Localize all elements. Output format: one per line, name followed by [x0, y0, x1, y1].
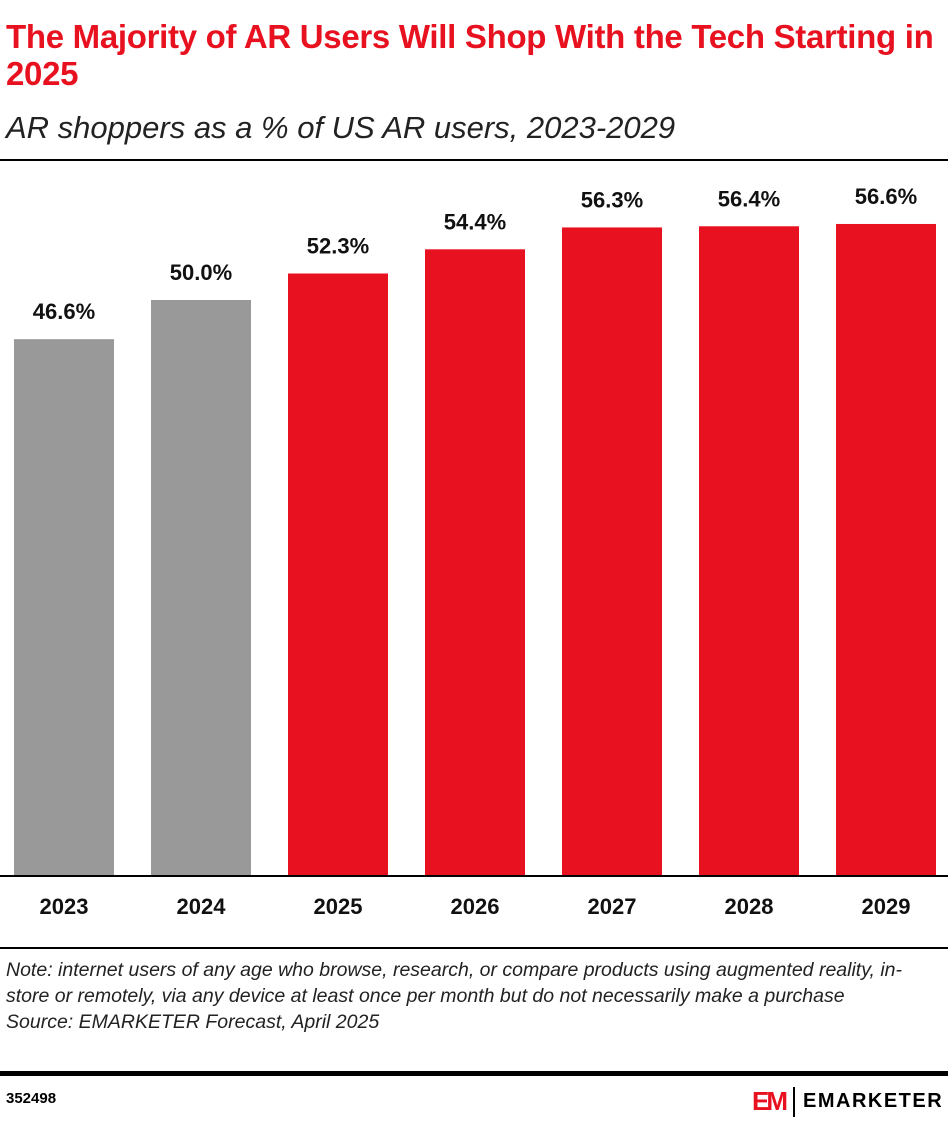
data-label: 54.4%	[444, 209, 506, 234]
chart-id: 352498	[6, 1090, 57, 1107]
source-text: Source: EMARKETER Forecast, April 2025	[6, 1011, 380, 1033]
data-label: 56.3%	[581, 187, 643, 212]
x-tick-label: 2029	[862, 894, 911, 919]
data-label: 56.4%	[718, 186, 780, 211]
bar-2027	[562, 227, 662, 876]
bar-2024	[151, 300, 251, 876]
chart-title: The Majority of AR Users Will Shop With …	[6, 18, 934, 92]
data-label: 46.6%	[33, 299, 95, 324]
x-tick-label: 2028	[725, 894, 774, 919]
bar-2026	[425, 249, 525, 876]
bar-chart: 46.6% 2023 50.0% 2024 52.3% 2025 54.4% 2026 56.3…	[0, 184, 948, 919]
x-tick-label: 2027	[588, 894, 637, 919]
logo-brand: EMARKETER	[803, 1090, 944, 1112]
x-tick-label: 2024	[177, 894, 227, 919]
note-divider	[0, 947, 948, 949]
bar-2025	[288, 273, 388, 876]
bar-2029	[836, 223, 936, 876]
x-tick-label: 2025	[314, 894, 363, 919]
note-text: Note: internet users of any age who brow…	[6, 959, 903, 1007]
top-divider	[0, 159, 948, 161]
logo-mark: EM	[752, 1086, 788, 1116]
x-tick-label: 2026	[451, 894, 500, 919]
chart-note: Note: internet users of any age who brow…	[6, 957, 936, 1035]
chart-subtitle: AR shoppers as a % of US AR users, 2023-…	[6, 110, 676, 145]
bar-2023	[14, 339, 114, 877]
data-label: 52.3%	[307, 234, 369, 259]
data-label: 56.6%	[855, 184, 917, 209]
data-label: 50.0%	[170, 260, 232, 285]
x-tick-label: 2023	[40, 894, 89, 919]
bar-2028	[699, 226, 799, 877]
footer-divider	[0, 1071, 948, 1076]
logo-separator	[793, 1086, 795, 1117]
emarketer-logo: EM EMARKETER	[752, 1086, 943, 1117]
